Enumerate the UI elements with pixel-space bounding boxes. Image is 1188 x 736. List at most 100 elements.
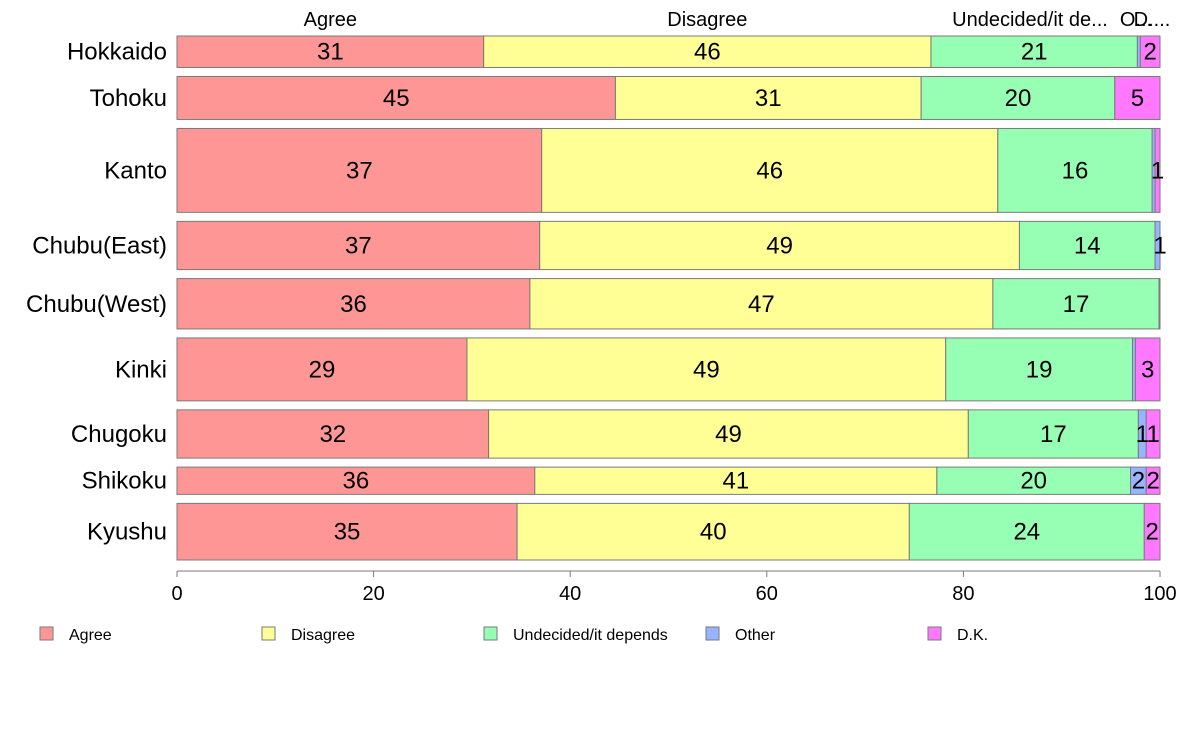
- x-tick-label-40: 40: [559, 583, 581, 605]
- bar-shikoku-undecided-it-depends[interactable]: [936, 466, 1132, 495]
- data-label-kinki-disagree: 49: [693, 356, 720, 383]
- data-label-hokkaido-d-k: 2: [1143, 39, 1156, 66]
- data-label-shikoku-d-k: 2: [1146, 468, 1159, 495]
- bar-chubu-west-disagree[interactable]: [529, 278, 994, 330]
- legend-swatch-undecided-it-depends[interactable]: [483, 626, 498, 641]
- data-label-chubu-east-d-k: 1: [1153, 232, 1166, 259]
- data-label-chugoku-undecided-it-depends: 17: [1040, 421, 1067, 448]
- bar-hokkaido-undecided-it-depends[interactable]: [930, 35, 1138, 68]
- data-label-tohoku-undecided-it-depends: 20: [1005, 85, 1032, 112]
- data-label-chubu-east-agree: 37: [345, 232, 372, 259]
- data-label-chugoku-d-k: 1: [1146, 421, 1159, 448]
- bar-kanto-disagree[interactable]: [541, 127, 999, 213]
- legend-label-other: Other: [735, 627, 776, 644]
- bar-kinki-d-k[interactable]: [1134, 337, 1161, 402]
- bar-chubu-west-agree[interactable]: [176, 278, 531, 330]
- data-label-kanto-agree: 37: [346, 157, 373, 184]
- data-label-shikoku-disagree: 41: [722, 468, 749, 495]
- data-label-chubu-west-agree: 36: [340, 291, 367, 318]
- bar-hokkaido-d-k[interactable]: [1139, 35, 1161, 68]
- bar-kanto-d-k[interactable]: [1154, 127, 1161, 213]
- data-label-kyushu-agree: 35: [334, 519, 361, 546]
- data-label-shikoku-other: 2: [1132, 468, 1145, 495]
- bar-kinki-undecided-it-depends[interactable]: [945, 337, 1133, 402]
- bar-chugoku-disagree[interactable]: [488, 409, 969, 459]
- bar-kyushu-undecided-it-depends[interactable]: [908, 502, 1145, 561]
- top-label-agree: Agree: [304, 9, 357, 31]
- data-label-hokkaido-agree: 31: [317, 39, 344, 66]
- data-label-shikoku-agree: 36: [343, 468, 370, 495]
- legend-label-undecided-it-depends: Undecided/it depends: [513, 627, 668, 644]
- category-label-kanto: Kanto: [104, 157, 167, 184]
- data-label-chubu-west-undecided-it-depends: 17: [1063, 291, 1090, 318]
- data-label-chugoku-agree: 32: [319, 421, 346, 448]
- category-label-chugoku: Chugoku: [71, 421, 167, 448]
- bar-tohoku-d-k[interactable]: [1114, 75, 1161, 120]
- bar-chugoku-d-k[interactable]: [1145, 409, 1161, 459]
- bar-kyushu-agree[interactable]: [176, 502, 518, 561]
- category-label-kyushu: Kyushu: [87, 519, 167, 546]
- data-label-kinki-undecided-it-depends: 19: [1026, 356, 1053, 383]
- legend-swatch-d-k[interactable]: [927, 626, 942, 641]
- data-label-kanto-undecided-it-depends: 16: [1062, 157, 1089, 184]
- data-label-kyushu-undecided-it-depends: 24: [1013, 519, 1040, 546]
- data-label-tohoku-d-k: 5: [1131, 85, 1144, 112]
- legend-label-agree: Agree: [69, 627, 112, 644]
- bar-kanto-agree[interactable]: [176, 127, 543, 213]
- bar-chubu-east-disagree[interactable]: [539, 220, 1020, 271]
- data-label-hokkaido-undecided-it-depends: 21: [1021, 39, 1048, 66]
- data-label-chugoku-disagree: 49: [715, 421, 742, 448]
- data-label-kanto-d-k: 1: [1151, 157, 1164, 184]
- data-label-chubu-west-disagree: 47: [748, 291, 775, 318]
- bar-hokkaido-disagree[interactable]: [483, 35, 932, 68]
- data-label-chubu-east-undecided-it-depends: 14: [1074, 232, 1101, 259]
- x-tick-label-100: 100: [1143, 583, 1176, 605]
- data-label-kyushu-d-k: 2: [1145, 519, 1158, 546]
- x-tick-label-60: 60: [756, 583, 778, 605]
- bar-kyushu-d-k[interactable]: [1143, 502, 1161, 561]
- bar-tohoku-agree[interactable]: [176, 75, 616, 120]
- data-label-shikoku-undecided-it-depends: 20: [1020, 468, 1047, 495]
- bar-hokkaido-agree[interactable]: [176, 35, 485, 68]
- bar-chubu-west-undecided-it-depends[interactable]: [992, 278, 1160, 330]
- bar-chubu-east-agree[interactable]: [176, 220, 541, 271]
- bar-kinki-disagree[interactable]: [466, 337, 947, 402]
- bar-kyushu-disagree[interactable]: [516, 502, 910, 561]
- legend-label-disagree: Disagree: [291, 627, 355, 644]
- data-label-chubu-east-disagree: 49: [766, 232, 793, 259]
- legend-label-d-k: D.K.: [957, 627, 988, 644]
- bar-chugoku-agree[interactable]: [176, 409, 490, 459]
- data-label-kinki-agree: 29: [309, 356, 336, 383]
- top-label-undecided-it-depends: Undecided/it de...: [952, 9, 1108, 31]
- legend-swatch-disagree[interactable]: [261, 626, 276, 641]
- legend-swatch-agree[interactable]: [39, 626, 54, 641]
- data-label-kinki-d-k: 3: [1141, 356, 1154, 383]
- bar-shikoku-d-k[interactable]: [1145, 466, 1161, 495]
- bar-tohoku-undecided-it-depends[interactable]: [920, 75, 1116, 120]
- category-label-shikoku: Shikoku: [82, 468, 167, 495]
- bar-chubu-east-undecided-it-depends[interactable]: [1018, 220, 1156, 271]
- bar-tohoku-disagree[interactable]: [614, 75, 922, 120]
- category-label-tohoku: Tohoku: [90, 85, 167, 112]
- legend: Agree Disagree Undecided/it depends Other D.…: [39, 626, 988, 644]
- legend-swatch-other[interactable]: [705, 626, 720, 641]
- bars-group: [176, 35, 1161, 561]
- bar-chubu-east-other[interactable]: [1154, 220, 1161, 271]
- category-label-chubu-east: Chubu(East): [32, 232, 167, 259]
- x-tick-label-0: 0: [171, 583, 182, 605]
- top-label-disagree: Disagree: [667, 9, 747, 31]
- data-label-tohoku-agree: 45: [383, 85, 410, 112]
- bar-kinki-agree[interactable]: [176, 337, 468, 402]
- bar-kanto-undecided-it-depends[interactable]: [997, 127, 1153, 213]
- top-label-other: O...: [1120, 9, 1152, 31]
- category-label-chubu-west: Chubu(West): [26, 291, 167, 318]
- x-tick-label-20: 20: [362, 583, 384, 605]
- data-label-hokkaido-disagree: 46: [694, 39, 721, 66]
- bar-chugoku-undecided-it-depends[interactable]: [967, 409, 1139, 459]
- data-label-kanto-disagree: 46: [756, 157, 783, 184]
- data-label-tohoku-disagree: 31: [755, 85, 782, 112]
- bar-chubu-west-other[interactable]: [1158, 278, 1161, 330]
